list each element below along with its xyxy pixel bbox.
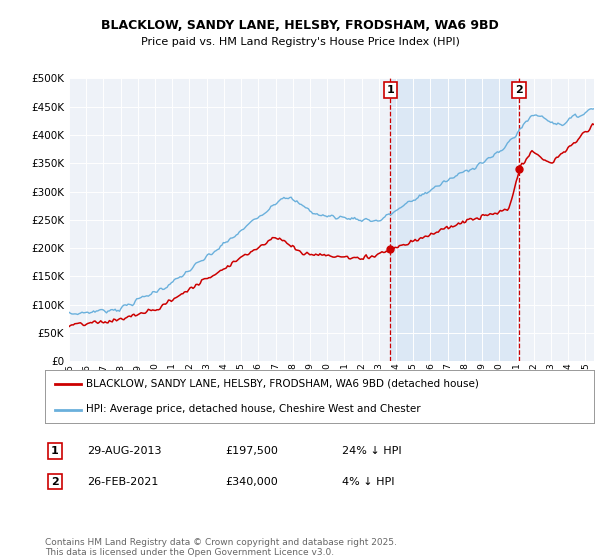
Text: 29-AUG-2013: 29-AUG-2013: [87, 446, 161, 456]
Text: BLACKLOW, SANDY LANE, HELSBY, FRODSHAM, WA6 9BD (detached house): BLACKLOW, SANDY LANE, HELSBY, FRODSHAM, …: [86, 379, 479, 389]
Text: 2: 2: [51, 477, 59, 487]
Text: £340,000: £340,000: [225, 477, 278, 487]
Text: HPI: Average price, detached house, Cheshire West and Chester: HPI: Average price, detached house, Ches…: [86, 404, 421, 414]
Text: 26-FEB-2021: 26-FEB-2021: [87, 477, 158, 487]
Text: £197,500: £197,500: [225, 446, 278, 456]
Text: 2: 2: [515, 85, 523, 95]
Text: 1: 1: [51, 446, 59, 456]
Text: 1: 1: [386, 85, 394, 95]
Bar: [390, 78, 519, 361]
Text: Price paid vs. HM Land Registry's House Price Index (HPI): Price paid vs. HM Land Registry's House …: [140, 37, 460, 47]
Text: Contains HM Land Registry data © Crown copyright and database right 2025.
This d: Contains HM Land Registry data © Crown c…: [45, 538, 397, 557]
Text: BLACKLOW, SANDY LANE, HELSBY, FRODSHAM, WA6 9BD: BLACKLOW, SANDY LANE, HELSBY, FRODSHAM, …: [101, 18, 499, 32]
Text: 24% ↓ HPI: 24% ↓ HPI: [342, 446, 401, 456]
Text: 4% ↓ HPI: 4% ↓ HPI: [342, 477, 395, 487]
